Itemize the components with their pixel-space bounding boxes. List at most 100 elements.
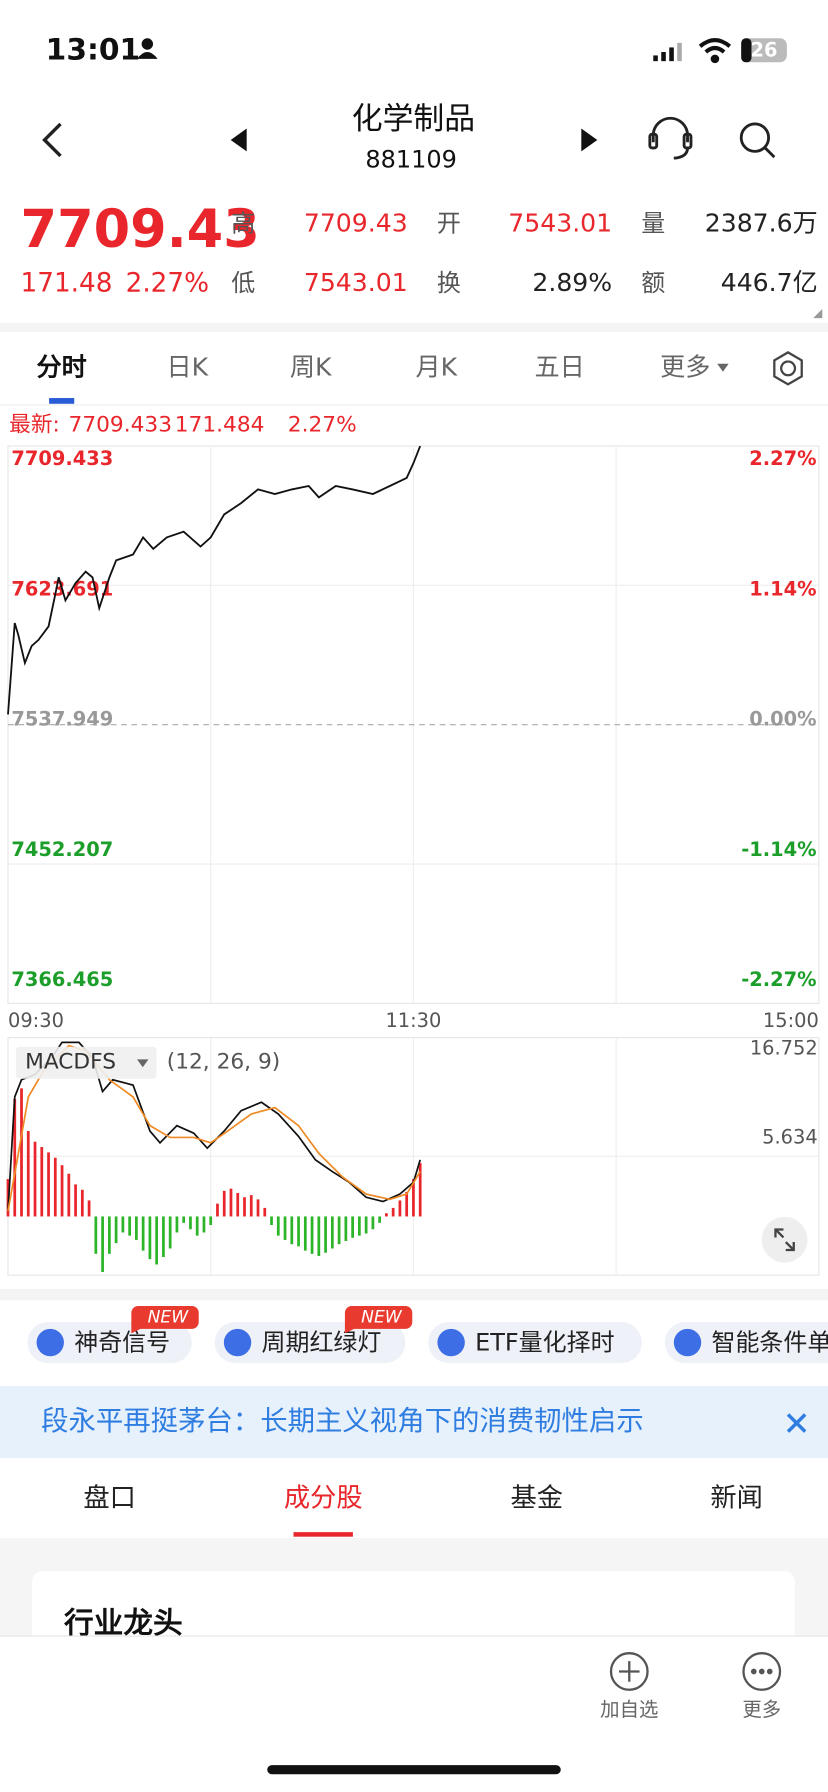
macd-bar — [330, 1216, 334, 1249]
macd-bar — [398, 1200, 402, 1217]
chip-label[interactable]: ETF量化择时 — [475, 1329, 614, 1357]
header-title: 化学制品 — [352, 101, 475, 137]
chip[interactable] — [27, 1321, 192, 1364]
macd-bar — [202, 1216, 206, 1233]
chip-label[interactable]: 周期红绿灯 — [262, 1329, 382, 1357]
macd-bar — [175, 1216, 179, 1233]
macd-bar — [87, 1200, 91, 1217]
macd-bar — [358, 1216, 361, 1236]
macd-bar — [13, 1099, 17, 1217]
macd-bar — [53, 1157, 57, 1217]
prev-button[interactable] — [230, 128, 247, 152]
macd-bar — [148, 1216, 152, 1260]
add-watch-icon[interactable] — [609, 1652, 649, 1691]
indicator-select[interactable] — [15, 1046, 157, 1079]
chip-icon — [36, 1328, 64, 1357]
macd-bar — [385, 1213, 388, 1217]
macd-bar — [236, 1192, 240, 1217]
latest-price: 7709.433 — [69, 412, 172, 437]
macd-bar — [209, 1216, 213, 1225]
service-icon[interactable] — [648, 116, 693, 160]
y2-tick-label: 1.14% — [749, 577, 816, 600]
expand-icon — [774, 1228, 795, 1252]
next-button[interactable] — [581, 128, 598, 152]
chip[interactable] — [428, 1321, 642, 1364]
macd-bar — [391, 1207, 395, 1217]
person-icon — [137, 38, 158, 59]
field-label: 量 — [641, 209, 665, 237]
chip[interactable] — [664, 1321, 828, 1364]
chart-tab[interactable]: 日K — [167, 352, 209, 381]
macd-bar — [290, 1216, 294, 1245]
macd-bar — [60, 1165, 64, 1217]
macd-bar — [26, 1131, 30, 1217]
macd-bar — [74, 1184, 77, 1217]
macd-bar — [303, 1216, 307, 1251]
macd-bar — [317, 1216, 321, 1256]
settings-icon[interactable] — [773, 351, 803, 386]
chart-tab[interactable]: 更多 — [660, 352, 710, 381]
macd-bar — [256, 1199, 260, 1217]
close-button[interactable] — [786, 1413, 807, 1433]
macd-bar — [216, 1203, 219, 1217]
field-label: 换 — [437, 269, 461, 297]
more-label[interactable]: 更多 — [742, 1698, 781, 1721]
more-icon[interactable] — [742, 1652, 782, 1691]
charts: 09:30 11:30 15:00 7366.465 -2.27% 7452.207 -1.… — [6, 445, 820, 1276]
latest-label: 最新: — [9, 412, 60, 437]
active-indicator — [49, 398, 75, 404]
field-label: 低 — [231, 269, 255, 297]
chart-tab[interactable]: 分时 — [37, 352, 87, 381]
macd-bar — [276, 1216, 280, 1236]
back-button[interactable] — [42, 122, 62, 158]
macd-bar — [297, 1216, 300, 1247]
macd-bar — [195, 1216, 199, 1236]
chart-tab[interactable]: 月K — [415, 352, 457, 381]
chip-label[interactable]: 神奇信号 — [74, 1329, 170, 1357]
corner-mark — [813, 308, 823, 319]
section-tab[interactable]: 盘口 — [83, 1484, 136, 1514]
macd-bar — [107, 1216, 111, 1254]
field-label: 高 — [231, 209, 255, 237]
section-tab[interactable]: 新闻 — [710, 1484, 763, 1514]
indicator-name[interactable]: MACDFS — [25, 1050, 116, 1075]
macd-bar — [189, 1216, 192, 1230]
field-value: 7543.01 — [508, 208, 612, 237]
chip-label[interactable]: 智能条件单 — [712, 1329, 828, 1357]
card-title: 行业龙头 — [63, 1606, 183, 1641]
add-watch-label[interactable]: 加自选 — [600, 1698, 658, 1721]
macd-bar — [324, 1216, 327, 1253]
expand-button[interactable] — [761, 1216, 808, 1263]
y-tick-label: 7366.465 — [11, 968, 113, 991]
macd-bar — [168, 1216, 172, 1249]
chip[interactable] — [214, 1321, 406, 1364]
news-text[interactable]: 段永平再挺茅台：长期主义视角下的消费韧性启示 — [41, 1406, 644, 1437]
section-tab[interactable]: 成分股 — [284, 1484, 363, 1514]
macd-bar — [270, 1216, 273, 1225]
macd-bar — [263, 1207, 267, 1217]
section-tabs: 盘口 成分股 基金 新闻 — [83, 1484, 763, 1537]
divider — [0, 322, 828, 332]
macd-bar — [412, 1179, 415, 1217]
macd-bar — [337, 1216, 341, 1245]
latest-line: 最新: 7709.433 171.484 2.27% — [9, 412, 357, 437]
macd-bar — [405, 1191, 409, 1217]
y2-tick-label: 0.00% — [749, 708, 816, 731]
macd-bar — [418, 1163, 422, 1217]
search-icon[interactable] — [739, 122, 776, 159]
chart-tab[interactable]: 五日 — [535, 352, 585, 381]
field-value: 7543.01 — [304, 268, 408, 297]
section-tab[interactable]: 基金 — [511, 1484, 564, 1514]
macd-bar — [182, 1216, 186, 1223]
chart-tab[interactable]: 周K — [290, 352, 332, 381]
macd-bar — [67, 1173, 71, 1217]
news-banner[interactable] — [0, 1385, 828, 1458]
macd-bar — [162, 1216, 165, 1258]
macd-bar — [283, 1216, 287, 1240]
macd-bar — [310, 1216, 314, 1254]
macd-bar — [155, 1216, 159, 1265]
field-value: 7709.43 — [304, 208, 408, 237]
